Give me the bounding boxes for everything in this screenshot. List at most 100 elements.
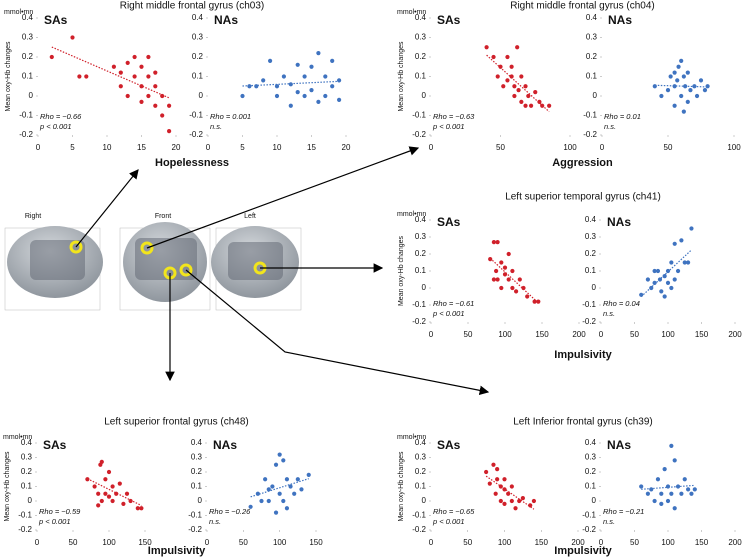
rho-label: Rho = −0.21 bbox=[603, 507, 644, 516]
unit-label: mmol•mn bbox=[397, 434, 426, 441]
point bbox=[662, 294, 667, 299]
y-tick-label: -0.2 bbox=[19, 130, 33, 139]
point bbox=[675, 78, 680, 83]
y-tick-label: 0.4 bbox=[586, 13, 598, 22]
y-tick-label: 0 bbox=[422, 91, 427, 100]
y-tick-label: -0.2 bbox=[583, 130, 597, 139]
point bbox=[679, 58, 684, 64]
y-tick-label: -0.1 bbox=[412, 111, 426, 120]
point bbox=[288, 484, 293, 489]
p-label: p < 0.001 bbox=[38, 517, 71, 526]
y-tick-label: -0.1 bbox=[189, 111, 203, 120]
point bbox=[536, 299, 541, 304]
x-tick-label: 20 bbox=[342, 143, 351, 152]
point bbox=[665, 88, 671, 93]
x-tick-label: 20 bbox=[172, 143, 181, 152]
point bbox=[676, 64, 681, 69]
point bbox=[277, 491, 282, 496]
x-tick-label: 50 bbox=[630, 538, 639, 547]
point bbox=[502, 272, 508, 277]
group-label: SAs bbox=[43, 438, 67, 452]
point bbox=[512, 93, 517, 99]
point bbox=[491, 54, 496, 60]
point bbox=[547, 103, 552, 108]
panel-title: Left superior frontal gyrus (ch48) bbox=[104, 417, 249, 428]
point bbox=[103, 491, 108, 496]
y-tick-label: 0.1 bbox=[191, 482, 203, 491]
point bbox=[288, 82, 293, 87]
point bbox=[160, 113, 165, 118]
p-label: p < 0.001 bbox=[432, 309, 465, 318]
point bbox=[146, 54, 151, 60]
y-tick-label: 0.4 bbox=[415, 438, 427, 447]
point bbox=[281, 498, 286, 504]
brain-views: Right Front Left bbox=[4, 213, 302, 311]
rho-label: Rho = 0.001 bbox=[210, 112, 251, 121]
rho-label: Rho = −0.59 bbox=[39, 507, 81, 516]
point bbox=[510, 268, 515, 274]
x-tick-label: 0 bbox=[205, 538, 210, 547]
point bbox=[645, 491, 651, 496]
x-tick-label: 150 bbox=[309, 538, 323, 547]
point bbox=[106, 469, 112, 475]
point bbox=[261, 78, 266, 83]
point bbox=[323, 93, 328, 99]
x-tick-label: 0 bbox=[35, 538, 40, 547]
point bbox=[506, 251, 511, 257]
x-tick-label: 50 bbox=[630, 330, 639, 339]
rho-label: Rho = −0.26 bbox=[209, 507, 251, 516]
group-label: NAs bbox=[213, 438, 237, 452]
point bbox=[153, 84, 158, 89]
point bbox=[505, 78, 510, 83]
y-tick-label: 0.4 bbox=[415, 13, 427, 22]
point bbox=[495, 240, 500, 245]
point bbox=[515, 45, 520, 50]
y-tick-label: 0.3 bbox=[21, 453, 33, 462]
trend-line bbox=[654, 84, 708, 88]
x-axis-label: Impulsivity bbox=[554, 349, 612, 361]
point bbox=[49, 54, 54, 60]
point bbox=[284, 506, 290, 511]
point bbox=[686, 487, 691, 492]
point bbox=[302, 74, 307, 79]
y-tick-label: 0.2 bbox=[22, 52, 34, 61]
point bbox=[520, 496, 525, 501]
point bbox=[96, 503, 101, 508]
point bbox=[655, 477, 661, 482]
x-tick-label: 200 bbox=[572, 330, 586, 339]
y-tick-label: 0 bbox=[422, 283, 427, 292]
point bbox=[491, 462, 496, 467]
point bbox=[117, 481, 122, 486]
y-axis-label: Mean oxy-Hb changes bbox=[5, 41, 12, 112]
y-tick-label: -0.2 bbox=[412, 317, 426, 326]
point bbox=[521, 285, 526, 291]
point bbox=[517, 498, 522, 504]
point bbox=[99, 498, 104, 504]
y-tick-label: 0.2 bbox=[415, 52, 427, 61]
point bbox=[509, 498, 514, 504]
point bbox=[288, 103, 293, 108]
x-tick-label: 200 bbox=[571, 538, 585, 547]
point bbox=[655, 268, 661, 274]
point bbox=[659, 93, 664, 99]
point bbox=[523, 84, 528, 89]
trend-line bbox=[485, 475, 535, 510]
point bbox=[686, 260, 691, 265]
point bbox=[110, 484, 115, 489]
y-tick-label: 0.3 bbox=[415, 33, 427, 42]
point bbox=[110, 498, 115, 504]
point bbox=[240, 93, 245, 99]
point bbox=[510, 285, 515, 291]
y-tick-label: 0.1 bbox=[192, 72, 204, 81]
x-tick-label: 150 bbox=[535, 538, 549, 547]
point bbox=[672, 241, 677, 246]
point bbox=[499, 260, 504, 265]
x-tick-label: 50 bbox=[69, 538, 78, 547]
point bbox=[160, 93, 165, 99]
point bbox=[705, 84, 710, 89]
y-tick-label: 0.2 bbox=[585, 467, 597, 476]
y-tick-label: 0.4 bbox=[585, 438, 597, 447]
y-tick-label: -0.1 bbox=[19, 111, 33, 120]
y-tick-label: 0.4 bbox=[22, 13, 34, 22]
y-tick-label: 0.4 bbox=[21, 438, 33, 447]
